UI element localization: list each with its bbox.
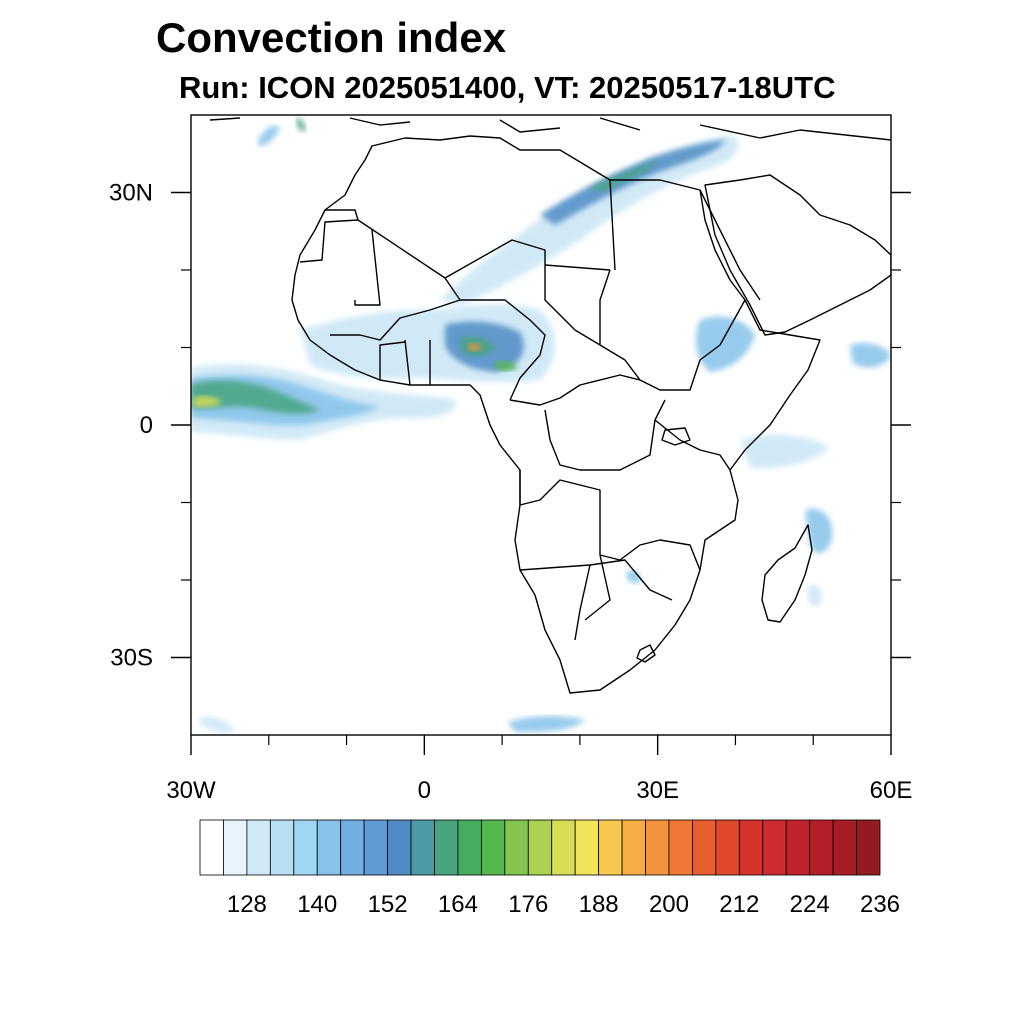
colorbar-swatch bbox=[269, 819, 295, 876]
colorbar-swatch bbox=[387, 819, 412, 876]
lon-tick-label: 60E bbox=[870, 777, 913, 804]
convection-region-cameroon bbox=[495, 361, 518, 371]
colorbar-label: 176 bbox=[508, 891, 548, 918]
colorbar-swatch bbox=[504, 819, 529, 876]
internal-borders bbox=[299, 179, 746, 641]
convection-field bbox=[191, 117, 891, 733]
colorbar-label: 200 bbox=[649, 891, 689, 918]
lon-tick-label: 30W bbox=[166, 777, 216, 804]
lon-tick-label: 30E bbox=[636, 777, 679, 804]
convection-region-south-indian bbox=[807, 584, 822, 607]
colorbar-swatch bbox=[621, 819, 646, 876]
colorbar-swatch bbox=[293, 819, 318, 876]
colorbar-swatch bbox=[199, 819, 224, 876]
map-axes: 30W 0 30E 60E 30N 0 30S bbox=[109, 180, 913, 805]
convection-region-nw-top bbox=[258, 125, 280, 146]
colorbar-label: 164 bbox=[438, 891, 478, 918]
convection-region-ethiopia bbox=[695, 316, 755, 372]
convection-region-sahara-streak-green bbox=[585, 160, 660, 190]
colorbar-label: 140 bbox=[297, 891, 337, 918]
red-sea bbox=[699, 189, 761, 301]
colorbar-swatch bbox=[832, 819, 857, 876]
lake-victoria bbox=[661, 427, 691, 446]
colorbar-label: 236 bbox=[860, 891, 900, 918]
country-borders bbox=[209, 117, 891, 694]
colorbar: 128 140 152 164 176 188 200 212 224 236 bbox=[199, 819, 900, 918]
convection-region-arabian-sea bbox=[850, 343, 891, 368]
colorbar-swatch bbox=[410, 819, 435, 876]
colorbar-swatch bbox=[856, 819, 881, 876]
arabia-coastline bbox=[704, 174, 891, 336]
convection-region-mozambique-channel bbox=[805, 508, 833, 554]
madagascar-coastline bbox=[761, 524, 813, 623]
colorbar-swatch bbox=[715, 819, 740, 876]
lesotho-border bbox=[636, 644, 656, 663]
lat-tick-label: 30N bbox=[109, 180, 153, 207]
colorbar-swatch bbox=[692, 819, 717, 876]
colorbar-swatch bbox=[316, 819, 342, 876]
colorbar-swatch bbox=[434, 819, 459, 876]
lat-tick-label: 0 bbox=[140, 412, 153, 439]
lon-tick-label: 0 bbox=[418, 777, 431, 804]
colorbar-swatch bbox=[809, 819, 834, 876]
colorbar-swatch bbox=[738, 819, 764, 876]
convection-region-nigeria-peak bbox=[468, 343, 482, 351]
colorbar-swatch bbox=[363, 819, 388, 876]
colorbar-label: 128 bbox=[227, 891, 267, 918]
colorbar-swatch bbox=[246, 819, 271, 876]
convection-region-nw-top2 bbox=[296, 117, 306, 132]
map-title: Convection index bbox=[156, 14, 507, 61]
convection-region-east-africa bbox=[740, 434, 830, 469]
convection-region-atlantic-green bbox=[191, 380, 320, 414]
convection-region-sw-corner bbox=[200, 716, 235, 733]
colorbar-swatch bbox=[668, 819, 693, 876]
convection-region-atlantic-yellow bbox=[193, 395, 222, 408]
colorbar-swatch bbox=[785, 819, 811, 876]
colorbar-swatch bbox=[645, 819, 670, 876]
colorbar-swatch bbox=[480, 819, 506, 876]
colorbar-label: 152 bbox=[368, 891, 408, 918]
europe-coast bbox=[209, 117, 891, 141]
colorbar-swatch bbox=[762, 819, 787, 876]
colorbar-label: 212 bbox=[719, 891, 759, 918]
colorbar-label: 188 bbox=[579, 891, 619, 918]
colorbar-swatch bbox=[457, 819, 482, 876]
convection-region-sahara-streak bbox=[440, 135, 739, 305]
colorbar-label: 224 bbox=[790, 891, 830, 918]
colorbar-swatch bbox=[574, 819, 600, 876]
colorbar-swatch bbox=[551, 819, 576, 876]
colorbar-swatch bbox=[527, 819, 553, 876]
colorbar-swatch bbox=[340, 819, 365, 876]
convection-region-southern-ocean bbox=[508, 716, 585, 733]
colorbar-swatch bbox=[598, 819, 623, 876]
convection-region-sahara-streak-core bbox=[540, 140, 725, 225]
lat-tick-label: 30S bbox=[110, 645, 153, 672]
map-subtitle: Run: ICON 2025051400, VT: 20250517-18UTC bbox=[179, 70, 836, 105]
colorbar-swatch bbox=[223, 819, 248, 876]
